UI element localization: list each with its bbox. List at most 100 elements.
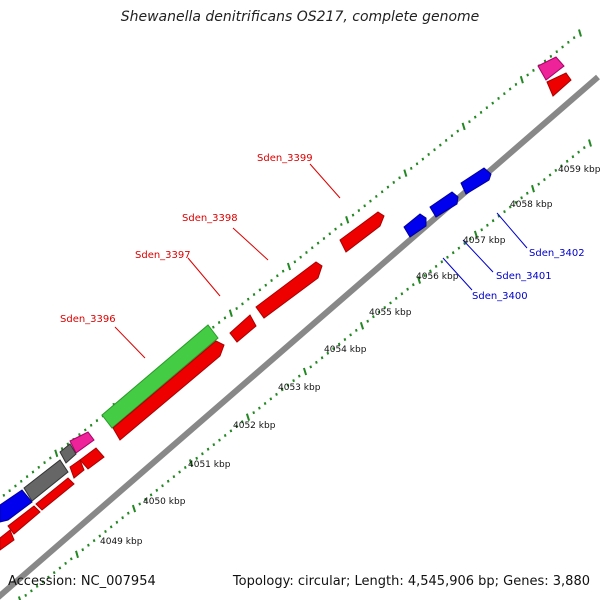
kbp-label: 4057 kbp bbox=[463, 236, 506, 246]
minor-tick bbox=[258, 406, 261, 410]
minor-tick bbox=[582, 146, 586, 150]
gene-feature-reverse[interactable] bbox=[460, 167, 492, 195]
minor-tick bbox=[380, 190, 384, 194]
minor-tick bbox=[374, 194, 378, 198]
kbp-label: 4059 kbp bbox=[558, 165, 600, 175]
minor-tick bbox=[543, 178, 546, 182]
gene-feature-reverse[interactable] bbox=[429, 191, 459, 218]
minor-tick bbox=[423, 273, 427, 278]
gene-feature[interactable] bbox=[112, 340, 225, 441]
kbp-label: 4058 kbp bbox=[510, 200, 553, 210]
minor-tick bbox=[463, 241, 466, 246]
gene-feature[interactable] bbox=[229, 314, 257, 343]
minor-tick bbox=[229, 429, 233, 433]
minor-tick bbox=[491, 219, 495, 223]
minor-tick bbox=[299, 255, 302, 259]
gene-feature-gray[interactable] bbox=[23, 459, 69, 502]
minor-tick bbox=[252, 411, 256, 415]
gene-feature[interactable] bbox=[79, 447, 105, 470]
major-tick bbox=[302, 367, 308, 376]
minor-tick bbox=[398, 176, 401, 180]
major-tick bbox=[54, 449, 59, 458]
minor-tick bbox=[37, 465, 41, 469]
minor-tick bbox=[503, 92, 506, 96]
gene-label[interactable]: Sden_3396 bbox=[60, 314, 116, 325]
major-tick bbox=[188, 459, 194, 467]
minor-tick bbox=[235, 307, 238, 310]
minor-tick bbox=[144, 497, 147, 502]
kbp-label: 4056 kbp bbox=[416, 272, 459, 282]
gene-feature-green[interactable] bbox=[101, 324, 219, 429]
minor-tick bbox=[386, 185, 390, 189]
gene-label[interactable]: Sden_3401 bbox=[496, 271, 552, 282]
minor-tick bbox=[503, 210, 506, 214]
minor-tick bbox=[415, 162, 419, 166]
minor-tick bbox=[363, 204, 366, 208]
minor-tick bbox=[178, 470, 181, 474]
gene-feature-pink[interactable] bbox=[69, 431, 95, 454]
gene-feature[interactable] bbox=[35, 477, 75, 511]
kbp-label: 4055 kbp bbox=[369, 308, 412, 318]
gene-label[interactable]: Sden_3397 bbox=[135, 250, 191, 261]
minor-tick bbox=[297, 374, 301, 378]
minor-tick bbox=[555, 50, 559, 54]
minor-tick bbox=[554, 168, 558, 172]
gene-label[interactable]: Sden_3402 bbox=[529, 248, 585, 259]
major-tick bbox=[416, 276, 422, 284]
minor-tick bbox=[161, 484, 164, 488]
minor-tick bbox=[532, 68, 535, 72]
minor-tick bbox=[537, 182, 541, 186]
major-tick bbox=[228, 309, 233, 317]
minor-tick bbox=[64, 561, 67, 565]
minor-tick bbox=[456, 129, 460, 133]
gene-label[interactable]: Sden_3399 bbox=[257, 153, 313, 164]
gene-feature-pink[interactable] bbox=[537, 56, 565, 81]
minor-tick bbox=[508, 205, 512, 209]
minor-tick bbox=[525, 191, 529, 195]
minor-tick bbox=[31, 470, 35, 474]
gene-feature-gray[interactable] bbox=[59, 443, 77, 464]
kbp-label: 4054 kbp bbox=[324, 345, 367, 355]
minor-tick bbox=[450, 134, 454, 138]
minor-tick bbox=[349, 333, 352, 337]
gene-feature-reverse[interactable] bbox=[0, 489, 33, 523]
minor-tick bbox=[49, 456, 52, 460]
minor-tick bbox=[41, 580, 45, 584]
minor-tick bbox=[429, 269, 432, 273]
minor-tick bbox=[166, 479, 170, 483]
minor-tick bbox=[138, 502, 142, 506]
minor-tick bbox=[24, 593, 28, 597]
gene-label[interactable]: Sden_3400 bbox=[472, 291, 528, 302]
label-leaders bbox=[114, 163, 528, 359]
gene-label[interactable]: Sden_3398 bbox=[182, 213, 238, 224]
minor-tick bbox=[58, 566, 62, 570]
minor-tick bbox=[316, 241, 320, 245]
gene-feature[interactable] bbox=[7, 505, 41, 535]
gene-track bbox=[0, 56, 572, 551]
minor-tick bbox=[389, 301, 392, 305]
major-tick bbox=[75, 550, 79, 559]
minor-tick bbox=[98, 534, 102, 538]
gene-feature[interactable] bbox=[546, 72, 572, 97]
major-tick bbox=[245, 413, 251, 421]
gene-feature[interactable] bbox=[339, 211, 385, 253]
inner-tick-track bbox=[17, 139, 592, 600]
minor-tick bbox=[89, 423, 93, 427]
gene-feature[interactable] bbox=[69, 459, 85, 479]
major-tick bbox=[403, 169, 408, 177]
minor-tick bbox=[240, 420, 244, 424]
minor-tick bbox=[81, 548, 85, 552]
minor-tick bbox=[548, 173, 552, 177]
major-tick bbox=[473, 230, 479, 239]
gene-feature[interactable] bbox=[0, 529, 15, 551]
minor-tick bbox=[411, 283, 415, 287]
minor-tick bbox=[206, 447, 210, 451]
major-tick bbox=[588, 139, 592, 147]
gene-feature[interactable] bbox=[255, 261, 323, 319]
minor-tick bbox=[480, 228, 484, 232]
minor-tick bbox=[92, 539, 96, 543]
minor-tick bbox=[223, 433, 227, 438]
minor-tick bbox=[366, 319, 370, 323]
gene-feature-reverse[interactable] bbox=[403, 213, 427, 238]
minor-tick bbox=[561, 45, 564, 49]
